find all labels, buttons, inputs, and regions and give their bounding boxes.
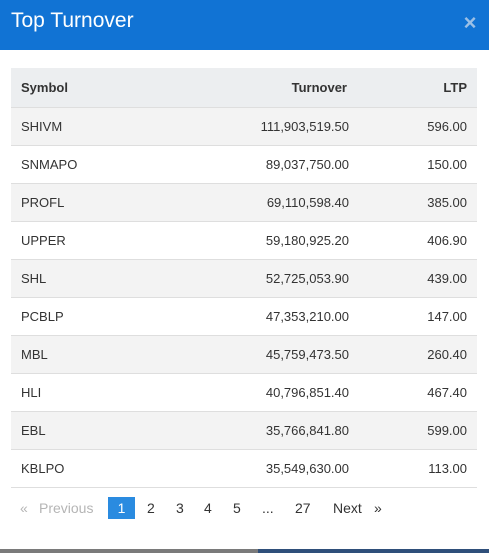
cell-symbol: UPPER	[11, 221, 201, 260]
table-row: UPPER 59,180,925.20 406.90	[11, 221, 477, 260]
cell-symbol: SHL	[11, 259, 201, 298]
pagination-page-5[interactable]: 5	[233, 500, 241, 516]
pagination-page-2[interactable]: 2	[147, 500, 155, 516]
cell-turnover: 47,353,210.00	[201, 297, 363, 336]
table-row: HLI 40,796,851.40 467.40	[11, 373, 477, 412]
cell-symbol: HLI	[11, 373, 201, 412]
cell-symbol: KBLPO	[11, 449, 201, 488]
pagination-prev-arrow-icon: «	[20, 500, 28, 516]
column-header-turnover[interactable]: Turnover	[201, 68, 363, 108]
cell-turnover: 52,725,053.90	[201, 259, 363, 298]
table-row: MBL 45,759,473.50 260.40	[11, 335, 477, 374]
cell-ltp: 260.40	[363, 335, 477, 374]
modal-title: Top Turnover	[11, 9, 134, 32]
cell-symbol: SNMAPO	[11, 145, 201, 184]
cell-ltp: 596.00	[363, 107, 477, 146]
pagination-page-1[interactable]: 1	[108, 497, 135, 519]
table-row: EBL 35,766,841.80 599.00	[11, 411, 477, 450]
pagination-page-last[interactable]: 27	[295, 500, 311, 516]
table-row: PCBLP 47,353,210.00 147.00	[11, 297, 477, 336]
column-header-symbol[interactable]: Symbol	[11, 68, 201, 108]
table-header-row: Symbol Turnover LTP	[11, 68, 477, 108]
turnover-table: Symbol Turnover LTP SHIVM 111,903,519.50…	[11, 68, 477, 488]
cell-symbol: PCBLP	[11, 297, 201, 336]
modal-header: Top Turnover ×	[0, 0, 489, 50]
pagination-next-button[interactable]: Next	[333, 500, 362, 516]
table-row: PROFL 69,110,598.40 385.00	[11, 183, 477, 222]
cell-turnover: 35,549,630.00	[201, 449, 363, 488]
table-row: SHIVM 111,903,519.50 596.00	[11, 107, 477, 146]
cell-ltp: 599.00	[363, 411, 477, 450]
cell-symbol: MBL	[11, 335, 201, 374]
cell-symbol: EBL	[11, 411, 201, 450]
pagination-previous-button[interactable]: Previous	[39, 500, 94, 516]
cell-turnover: 111,903,519.50	[201, 107, 363, 146]
cell-ltp: 406.90	[363, 221, 477, 260]
cell-turnover: 40,796,851.40	[201, 373, 363, 412]
cell-ltp: 439.00	[363, 259, 477, 298]
cell-turnover: 59,180,925.20	[201, 221, 363, 260]
table-row: SNMAPO 89,037,750.00 150.00	[11, 145, 477, 184]
cell-ltp: 385.00	[363, 183, 477, 222]
pagination-next-arrow-icon[interactable]: »	[374, 500, 382, 516]
cell-turnover: 89,037,750.00	[201, 145, 363, 184]
cell-symbol: PROFL	[11, 183, 201, 222]
table-row: KBLPO 35,549,630.00 113.00	[11, 449, 477, 488]
cell-ltp: 467.40	[363, 373, 477, 412]
table-row: SHL 52,725,053.90 439.00	[11, 259, 477, 298]
cell-ltp: 113.00	[363, 449, 477, 488]
cell-ltp: 147.00	[363, 297, 477, 336]
column-header-ltp[interactable]: LTP	[363, 68, 477, 108]
close-icon[interactable]: ×	[463, 10, 477, 35]
bottom-edge	[0, 549, 489, 553]
cell-turnover: 35,766,841.80	[201, 411, 363, 450]
cell-ltp: 150.00	[363, 145, 477, 184]
cell-turnover: 45,759,473.50	[201, 335, 363, 374]
turnover-table-wrapper: Symbol Turnover LTP SHIVM 111,903,519.50…	[11, 68, 477, 488]
cell-symbol: SHIVM	[11, 107, 201, 146]
pagination-ellipsis: ...	[262, 500, 274, 516]
pagination-page-4[interactable]: 4	[204, 500, 212, 516]
pagination-page-3[interactable]: 3	[176, 500, 184, 516]
cell-turnover: 69,110,598.40	[201, 183, 363, 222]
